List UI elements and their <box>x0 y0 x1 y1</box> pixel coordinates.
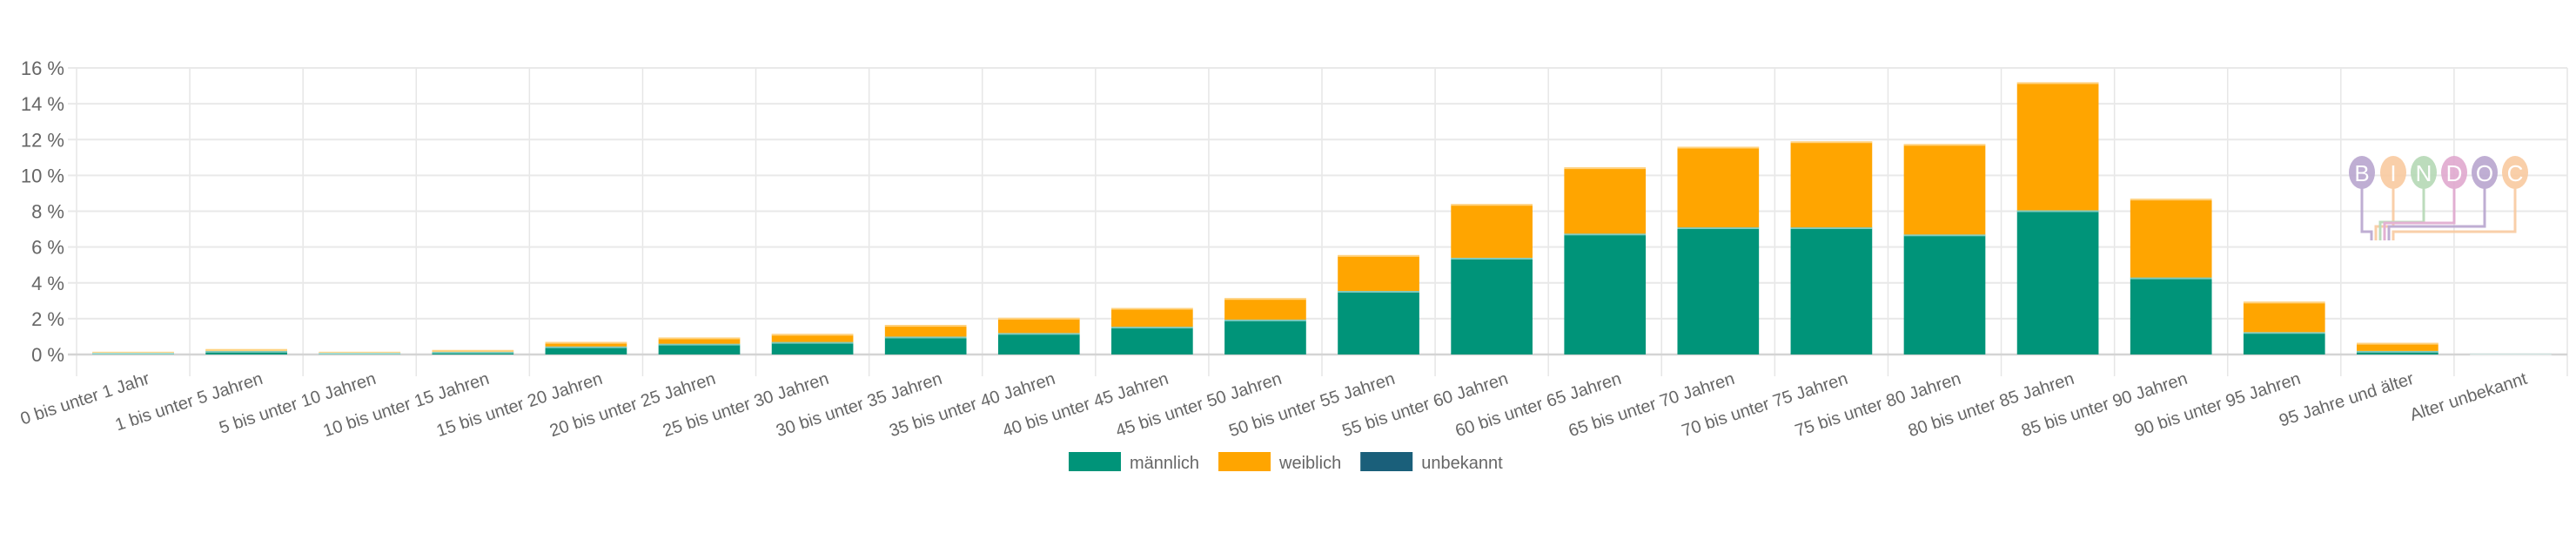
bar-männlich <box>771 341 854 354</box>
logo-letter: I <box>2390 160 2396 186</box>
logo-circle <box>2441 156 2467 189</box>
logo-line <box>2383 188 2456 240</box>
legend-swatch <box>1360 452 1413 471</box>
bar-männlich <box>1338 291 1419 354</box>
logo-letter: C <box>2507 160 2524 186</box>
logo-letter: O <box>2476 160 2493 186</box>
y-tick-label: 16 % <box>21 57 64 79</box>
bar-männlich <box>205 350 287 354</box>
logo-letter: B <box>2354 160 2369 186</box>
bar-weiblich <box>1790 141 1873 228</box>
legend-label: weiblich <box>1278 454 1341 473</box>
bar-männlich <box>1677 227 1760 354</box>
y-tick-label: 12 % <box>21 129 64 151</box>
y-tick-label: 4 % <box>31 273 64 294</box>
bar-weiblich <box>2357 342 2438 351</box>
bar-männlich <box>1564 233 1647 354</box>
bar-weiblich <box>1677 146 1760 228</box>
bar-weiblich <box>1338 254 1419 292</box>
bar-männlich <box>1903 234 1986 354</box>
bar-männlich <box>2130 277 2212 354</box>
legend-swatch <box>1218 452 1271 471</box>
logo-circle <box>2349 156 2375 189</box>
bar-männlich <box>2016 210 2099 354</box>
logo-circle <box>2380 156 2406 189</box>
logo-circle <box>2411 156 2437 189</box>
bar-weiblich <box>771 334 854 342</box>
logo-line <box>2392 188 2517 240</box>
legend: männlich weiblich unbekannt <box>1069 452 1503 473</box>
bar-weiblich <box>545 341 627 347</box>
bar-männlich <box>2243 332 2325 354</box>
bar-männlich <box>1224 319 1306 354</box>
bar-weiblich <box>1224 298 1306 320</box>
legend-item[interactable]: unbekannt <box>1360 452 1503 473</box>
bar-weiblich <box>1111 307 1193 327</box>
y-tick-label: 14 % <box>21 93 64 115</box>
legend-label: unbekannt <box>1421 454 1503 473</box>
legend-label: männlich <box>1130 454 1199 473</box>
legend-item[interactable]: weiblich <box>1218 452 1341 473</box>
logo-letter: N <box>2416 160 2432 186</box>
bar-weiblich <box>1451 204 1533 258</box>
bar-männlich <box>1111 327 1193 354</box>
logo-letter: D <box>2446 160 2463 186</box>
bar-weiblich <box>1903 144 1986 235</box>
y-tick-label: 8 % <box>31 201 64 223</box>
bar-männlich <box>884 336 967 354</box>
x-tick-label: Alter unbekannt <box>2407 369 2529 425</box>
bar-weiblich <box>1564 167 1647 234</box>
legend-item[interactable]: männlich <box>1069 452 1199 473</box>
bar-weiblich <box>884 325 967 337</box>
bar-männlich <box>1451 257 1533 354</box>
bar-weiblich <box>2130 199 2212 278</box>
y-tick-label: 6 % <box>31 237 64 259</box>
logo-line <box>2387 188 2486 240</box>
logo-circle <box>2502 156 2528 189</box>
bar-männlich <box>997 333 1080 354</box>
bar-weiblich <box>2016 82 2099 211</box>
y-tick-label: 0 % <box>31 344 64 366</box>
logo-line <box>2360 188 2373 240</box>
y-tick-label: 10 % <box>21 165 64 186</box>
bar-weiblich <box>658 337 741 344</box>
bar-männlich <box>658 343 741 354</box>
bar-männlich <box>2357 350 2438 354</box>
bar-männlich <box>545 346 627 354</box>
y-tick-label: 2 % <box>31 308 64 330</box>
legend-swatch <box>1069 452 1121 471</box>
logo-circle <box>2472 156 2498 189</box>
bar-weiblich <box>2243 301 2325 333</box>
bar-weiblich <box>997 317 1080 334</box>
bar-männlich <box>1790 227 1873 354</box>
